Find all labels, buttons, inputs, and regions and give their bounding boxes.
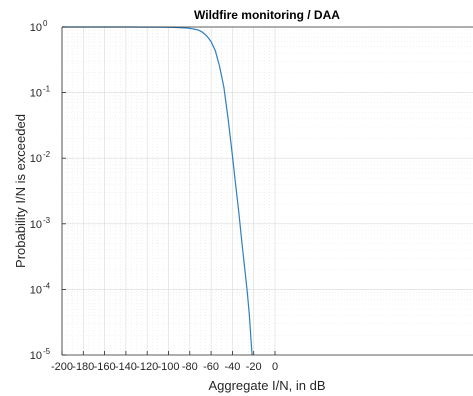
x-tick-label: -200: [51, 361, 73, 373]
y-tick-exponent: -5: [43, 347, 51, 356]
y-tick-label: 10: [30, 219, 42, 231]
y-tick-exponent: -3: [43, 216, 51, 225]
y-tick-label: 10: [30, 88, 42, 100]
y-tick-exponent: 0: [43, 19, 48, 28]
y-tick-exponent: -2: [43, 150, 51, 159]
major-grid: [62, 27, 473, 355]
y-tick-label: 10: [30, 22, 42, 34]
y-tick-label: 10: [30, 350, 42, 362]
x-tick-label: 0: [272, 361, 278, 373]
y-tick-label: 10: [30, 284, 42, 296]
y-tick-label: 10: [30, 153, 42, 165]
y-axis-label: Probability I/N is exceeded: [13, 114, 28, 268]
x-tick-label: -160: [94, 361, 116, 373]
chart-title: Wildfire monitoring / DAA: [194, 8, 340, 22]
minor-grid: [62, 27, 473, 355]
plot-background: [62, 27, 473, 355]
x-tick-label: -60: [203, 361, 219, 373]
x-ticks: -200 -180 -160 -140 -120 -100 -80 -60 -40 -20 0: [51, 351, 278, 373]
x-tick-label: -120: [136, 361, 158, 373]
y-tick-exponent: -1: [43, 85, 51, 94]
x-tick-label: -100: [157, 361, 179, 373]
x-tick-label: -140: [115, 361, 137, 373]
y-tick-exponent: -4: [43, 281, 51, 290]
x-axis-label: Aggregate I/N, in dB: [208, 378, 325, 393]
x-tick-label: -40: [224, 361, 240, 373]
x-tick-label: -80: [182, 361, 198, 373]
x-tick-label: -20: [246, 361, 262, 373]
axes: [61, 26, 473, 356]
x-tick-label: -180: [72, 361, 94, 373]
